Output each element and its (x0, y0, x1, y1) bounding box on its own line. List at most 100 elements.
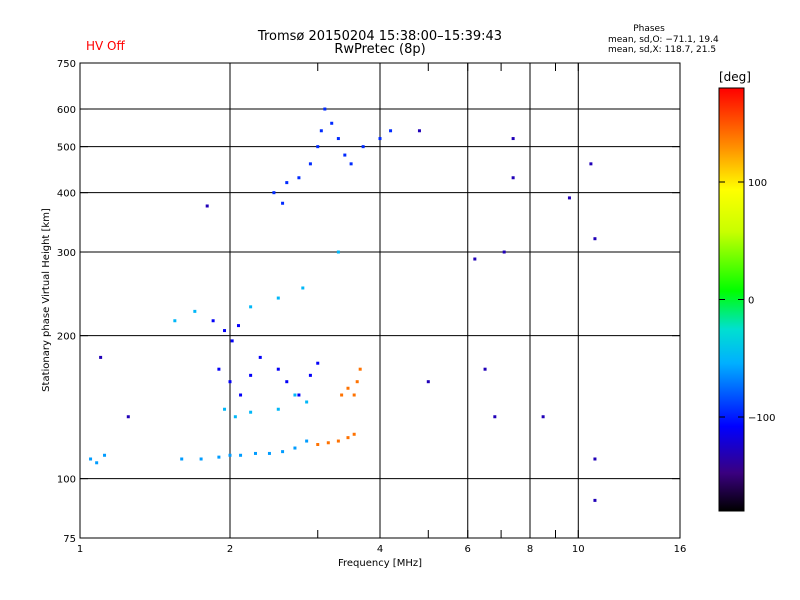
chart-title: Tromsø 20150204 15:38:00–15:39:43 (257, 29, 502, 44)
data-point (173, 319, 177, 323)
data-point (378, 137, 382, 141)
data-point (323, 107, 327, 111)
data-point (272, 191, 276, 195)
data-point (281, 201, 285, 205)
data-point (352, 393, 356, 397)
data-point (593, 457, 597, 461)
data-point (593, 498, 597, 502)
y-tick-label: 600 (57, 105, 76, 116)
data-point (336, 250, 340, 254)
data-point (211, 319, 215, 323)
data-point (293, 446, 297, 450)
y-tick-label: 100 (57, 475, 76, 486)
data-point (352, 432, 356, 436)
data-point (511, 137, 515, 141)
data-point (361, 145, 365, 149)
data-point (343, 153, 347, 157)
data-point (285, 181, 289, 185)
data-point (228, 380, 232, 384)
x-tick-label: 4 (377, 544, 383, 555)
colorbar-tick-label: 100 (748, 178, 767, 189)
data-point (511, 176, 515, 180)
data-point (346, 386, 350, 390)
data-points (89, 107, 597, 502)
data-point (249, 373, 253, 377)
y-tick-label: 200 (57, 332, 76, 343)
data-point (355, 380, 359, 384)
data-point (426, 380, 430, 384)
data-point (249, 305, 253, 309)
x-tick-label: 10 (572, 544, 585, 555)
data-point (340, 393, 344, 397)
data-point (493, 415, 497, 419)
data-point (483, 367, 487, 371)
colorbar-label: [deg] (719, 70, 751, 84)
data-point (223, 329, 227, 333)
data-point (417, 129, 421, 133)
data-point (276, 367, 280, 371)
data-point (228, 453, 232, 457)
data-point (308, 373, 312, 377)
axis-ticks (79, 62, 681, 539)
data-point (89, 457, 93, 461)
data-point (276, 296, 280, 300)
data-point (239, 393, 243, 397)
data-point (316, 361, 320, 365)
y-axis-label: Stationary phase Virtual Height [km] (41, 208, 52, 392)
data-point (258, 355, 262, 359)
data-point (473, 257, 477, 261)
data-point (126, 415, 130, 419)
y-tick-label: 300 (57, 248, 76, 259)
x-tick-label: 6 (465, 544, 471, 555)
data-point (239, 453, 243, 457)
data-point (95, 461, 99, 465)
data-point (217, 455, 221, 459)
hv-status: HV Off (86, 39, 125, 53)
data-point (233, 415, 237, 419)
y-tick-label: 500 (57, 143, 76, 154)
y-tick-label: 750 (57, 59, 76, 70)
colorbar-ticks: 100 0 −100 (719, 178, 775, 424)
data-point (316, 443, 320, 447)
x-tick-labels: 1 2 4 6 8 10 16 (77, 544, 687, 555)
x-tick-label: 8 (527, 544, 533, 555)
phases-o-line: mean, sd,O: −71.1, 19.4 (608, 35, 719, 45)
data-point (567, 196, 571, 200)
data-point (267, 451, 271, 455)
data-point (180, 457, 184, 461)
data-point (297, 176, 301, 180)
y-tick-label: 75 (63, 534, 76, 545)
x-tick-label: 16 (674, 544, 687, 555)
data-point (99, 355, 103, 359)
data-point (236, 324, 240, 328)
data-point (336, 137, 340, 141)
data-point (281, 450, 285, 454)
data-point (223, 407, 227, 411)
data-point (230, 339, 234, 343)
data-point (301, 286, 305, 290)
data-point (297, 393, 301, 397)
data-point (330, 121, 334, 125)
x-axis-label: Frequency [MHz] (338, 558, 422, 569)
data-point (199, 457, 203, 461)
phases-title: Phases (633, 24, 665, 34)
data-point (316, 145, 320, 149)
data-point (349, 162, 353, 166)
phases-x-line: mean, sd,X: 118.7, 21.5 (608, 45, 716, 55)
data-point (285, 380, 289, 384)
data-point (305, 400, 309, 404)
y-tick-labels: 75 100 200 300 400 500 600 750 (57, 59, 76, 545)
data-point (541, 415, 545, 419)
data-point (217, 367, 221, 371)
data-point (308, 162, 312, 166)
data-point (193, 309, 197, 313)
data-point (589, 162, 593, 166)
chart-subtitle: RwPretec (8p) (334, 42, 425, 57)
data-point (249, 410, 253, 414)
data-point (346, 436, 350, 440)
data-point (293, 393, 297, 397)
x-tick-label: 2 (227, 544, 233, 555)
grid (80, 63, 680, 538)
data-point (336, 439, 340, 443)
